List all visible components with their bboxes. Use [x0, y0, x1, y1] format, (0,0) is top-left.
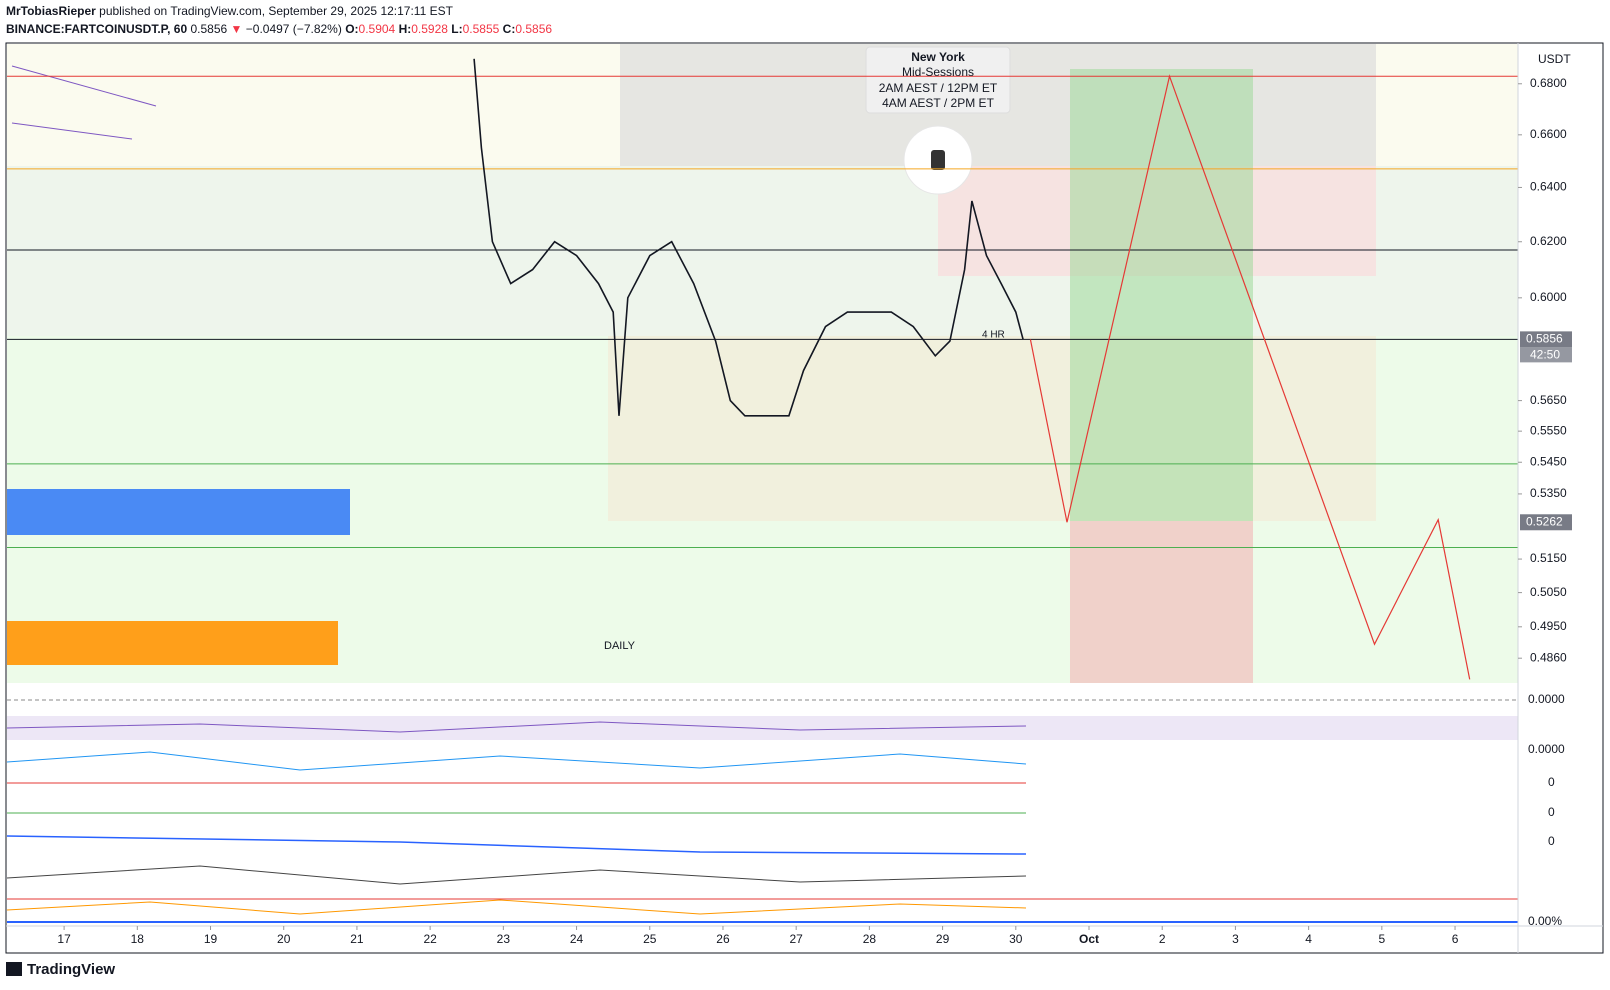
frame	[5, 42, 1604, 954]
countdown: 42:50	[1530, 348, 1560, 362]
x-tick-label: 2	[1159, 932, 1166, 946]
x-tick-label: 29	[936, 932, 950, 946]
price-tag-label: 0.5262	[1526, 514, 1563, 528]
panel-wave	[6, 865, 1027, 885]
x-tick-label: 5	[1378, 932, 1385, 946]
x-tick-label: 24	[570, 932, 584, 946]
y-tick-label: 0.5650	[1530, 393, 1567, 407]
indicator-label: 0	[1548, 834, 1555, 848]
y-tick-label: 0.6600	[1530, 127, 1567, 141]
x-tick-label: 28	[863, 932, 877, 946]
price-line	[473, 58, 1024, 417]
panel-wave	[6, 899, 1027, 915]
session-text: 2AM AEST / 12PM ET	[879, 81, 998, 95]
indicator-label: 0.0000	[1528, 692, 1565, 706]
arrow-line	[11, 122, 133, 140]
c: 0.5856	[515, 22, 553, 36]
indicator-label: 0	[1548, 805, 1555, 819]
clock-glyph	[931, 150, 945, 170]
price-line	[1029, 74, 1471, 680]
panel-wave	[6, 751, 1027, 771]
y-tick-label: 0.4950	[1530, 619, 1567, 633]
last: 0.5856	[190, 22, 228, 36]
l-label: L:	[451, 22, 463, 36]
x-tick-label: 6	[1452, 932, 1459, 946]
x-tick-label: 27	[789, 932, 803, 946]
price-tag	[1520, 514, 1572, 531]
y-tick-label: 0.5050	[1530, 585, 1567, 599]
price-tag	[1520, 331, 1572, 348]
indicator-label: 0	[1548, 775, 1555, 789]
target-zone	[1070, 69, 1253, 521]
zones	[7, 44, 1518, 683]
price-tag-label: 0.5856	[1526, 332, 1563, 346]
l: 0.5855	[462, 22, 500, 36]
x-tick-label: 20	[277, 932, 291, 946]
arrow: ▼	[230, 22, 243, 36]
y-tick-label: 0.5350	[1530, 486, 1567, 500]
c-label: C:	[502, 22, 516, 36]
author: MrTobiasRieper	[6, 4, 96, 18]
session-box	[865, 46, 1011, 114]
y-tick-label: 0.4860	[1530, 650, 1567, 664]
session-text: 4AM AEST / 2PM ET	[882, 96, 994, 110]
currency: USDT	[1538, 52, 1571, 66]
x-tick-label: 26	[716, 932, 730, 946]
blue-box	[7, 489, 350, 535]
symbol: BINANCE:FARTCOINUSDT.P, 60	[6, 22, 188, 36]
indicator-label: 0.0000	[1528, 742, 1565, 756]
o-label: O:	[345, 22, 359, 36]
brand-logo	[6, 962, 22, 976]
x-tick-label: 23	[497, 932, 511, 946]
symbol-line: BINANCE:FARTCOINUSDT.P, 60 0.5856 ▼ −0.0…	[6, 22, 552, 36]
published: published on TradingView.com, September …	[99, 4, 453, 18]
orange-box	[7, 621, 338, 665]
x-tick-label: 3	[1232, 932, 1239, 946]
countdown-bg	[1520, 347, 1572, 363]
x-tick-label: 30	[1009, 932, 1023, 946]
arrow-line	[11, 65, 157, 107]
y-tick-label: 0.5150	[1530, 551, 1567, 565]
zone	[608, 336, 1376, 521]
h: 0.5928	[411, 22, 448, 36]
indicator-panels	[6, 699, 1518, 923]
y-tick-label: 0.6400	[1530, 180, 1567, 194]
header-line: MrTobiasRieper published on TradingView.…	[6, 4, 453, 18]
x-tick-label: 18	[131, 932, 145, 946]
brand: TradingView	[27, 961, 115, 978]
x-tick-label: 22	[423, 932, 437, 946]
annotation: 4 HR	[982, 330, 1005, 341]
change: −0.0497 (−7.82%)	[245, 22, 342, 36]
y-tick-label: 0.5450	[1530, 454, 1567, 468]
y-tick-label: 0.5550	[1530, 423, 1567, 437]
y-tick-label: 0.6200	[1530, 234, 1567, 248]
y-tick-label: 0.6800	[1530, 76, 1567, 90]
x-tick-label: 25	[643, 932, 657, 946]
o: 0.5904	[358, 22, 396, 36]
annotation: DAILY	[604, 640, 636, 652]
h-label: H:	[398, 22, 412, 36]
session-text: Mid-Sessions	[902, 65, 974, 79]
session-text: New York	[911, 50, 965, 64]
x-tick-label: 21	[350, 932, 364, 946]
stop-zone	[1070, 521, 1253, 683]
panel-wave	[6, 721, 1027, 733]
indicator-label: 0.00%	[1528, 914, 1562, 928]
x-tick-label: 4	[1305, 932, 1312, 946]
x-tick-label: 17	[57, 932, 71, 946]
x-tick-label: Oct	[1079, 932, 1099, 946]
y-tick-label: 0.6000	[1530, 290, 1567, 304]
x-tick-label: 19	[204, 932, 218, 946]
panel-wave	[6, 835, 1027, 855]
